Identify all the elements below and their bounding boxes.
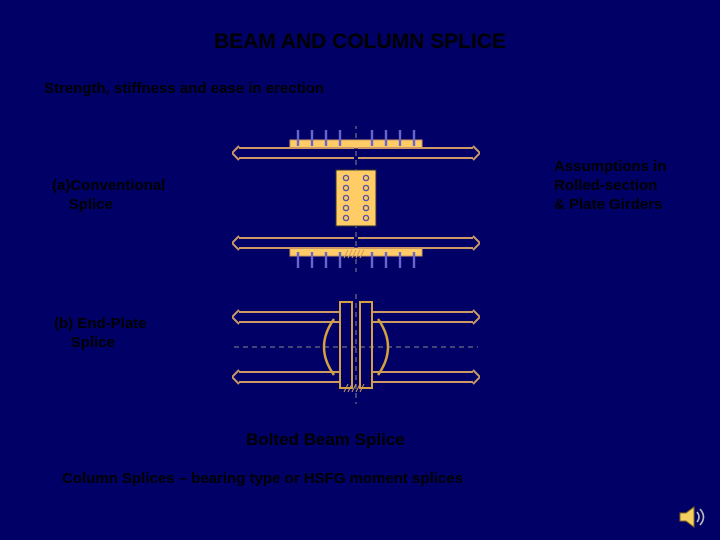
label-b-line1: (b) End-Plate — [54, 315, 147, 332]
footer-note: Column Splices – bearing type or HSFG mo… — [62, 470, 463, 487]
label-b: (b) End-Plate Splice — [54, 315, 147, 353]
label-a-line1: (a)Conventional — [52, 177, 165, 194]
label-b-line2: Splice — [71, 334, 115, 351]
slide-subtitle: Strength, stiffness and ease in erection — [44, 80, 324, 97]
label-right: Assumptions in Rolled-section & Plate Gi… — [554, 158, 667, 214]
speaker-icon — [678, 504, 708, 530]
slide-title-text: BEAM AND COLUMN SPLICE — [214, 30, 506, 53]
figure-caption-text: Bolted Beam Splice — [246, 430, 405, 449]
label-a-line2: Splice — [69, 196, 113, 213]
footer-note-text: Column Splices – bearing type or HSFG mo… — [62, 470, 463, 487]
label-right-line3: & Plate Girders — [554, 196, 662, 213]
label-a: (a)Conventional Splice — [52, 177, 165, 215]
label-right-line1: Assumptions in — [554, 158, 667, 175]
figure-b-end-plate-splice — [232, 292, 480, 408]
slide-title: BEAM AND COLUMN SPLICE — [0, 30, 720, 54]
figure-a-conventional-splice — [232, 126, 480, 272]
label-right-line2: Rolled-section — [554, 177, 657, 194]
figure-caption: Bolted Beam Splice — [246, 430, 405, 450]
slide-subtitle-text: Strength, stiffness and ease in erection — [44, 80, 324, 97]
